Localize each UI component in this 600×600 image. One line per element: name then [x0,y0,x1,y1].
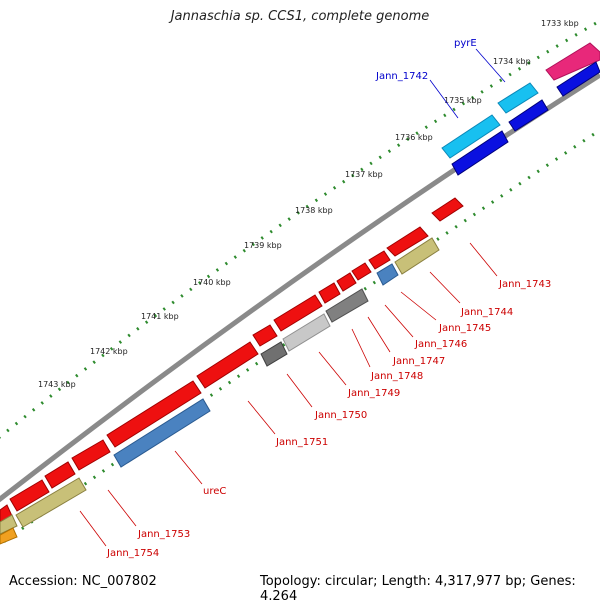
gene-feature-Jann_1745[interactable] [368,250,391,270]
gene-feature-Jann_1754[interactable] [9,479,50,512]
gene-feature-Jann_1742[interactable] [441,114,501,159]
gene-feature-blue-3[interactable] [451,130,509,176]
leader-Jann_1754 [79,510,107,547]
gene-label-Jann_1744[interactable]: Jann_1744 [460,307,513,318]
gene-label-Jann_1751[interactable]: Jann_1751 [275,437,328,448]
gene-feature-blue-1[interactable] [556,61,600,97]
genome-title: Jannaschia sp. CCS1, complete genome [170,9,430,24]
scale-label-1743: 1743 kbp [38,380,76,389]
gene-feature-grey-2[interactable] [282,313,331,352]
outer-scale-track [0,19,600,439]
gene-feature-pyrE[interactable] [497,82,539,114]
leader-Jann_1748 [351,328,371,368]
gene-label-Jann_1753[interactable]: Jann_1753 [137,529,190,540]
reverse-strand-features [0,61,600,545]
leader-pyrE [475,48,506,83]
gene-feature-Jann_1746[interactable] [351,262,372,281]
gene-label-pyrE[interactable]: pyrE [454,38,477,49]
leader-Jann_1751 [247,400,276,435]
gene-feature-Jann_1753-b[interactable] [44,461,76,489]
gene-feature-Jann_1748[interactable] [318,282,341,304]
gene-feature-Jann_1749[interactable] [273,294,323,332]
leader-Jann_1746 [384,304,414,338]
gene-feature-Jann_1744[interactable] [386,226,429,257]
scale-label-1738: 1738 kbp [295,206,333,215]
gene-label-Jann_1750[interactable]: Jann_1750 [314,410,367,421]
scale-label-1739: 1739 kbp [244,241,282,250]
gene-feature-olive-edge[interactable] [0,514,18,535]
gene-feature-ureC[interactable] [113,398,211,468]
gene-label-Jann_1754[interactable]: Jann_1754 [106,548,159,559]
leader-Jann_1744 [429,271,461,304]
gene-label-Jann_1748[interactable]: Jann_1748 [370,371,423,382]
leader-Jann_1749 [318,351,347,386]
scale-label-1733: 1733 kbp [541,19,579,28]
gene-feature-olive-2[interactable] [15,477,87,528]
scale-label-1735: 1735 kbp [444,96,482,105]
leader-Jann_1747 [367,316,391,353]
leader-Jann_1753 [107,489,137,527]
gene-label-Jann_1745[interactable]: Jann_1745 [438,323,491,334]
leader-Jann_1745 [400,291,437,321]
accession-text: Accession: NC_007802 [9,574,157,589]
scale-label-1740: 1740 kbp [193,278,231,287]
gene-feature-blue-2[interactable] [508,99,549,132]
genome-stats-text: Topology: circular; Length: 4,317,977 bp… [260,574,576,600]
gene-feature-Jann_1750[interactable] [252,324,278,347]
scale-label-1734: 1734 kbp [493,57,531,66]
gene-label-Jann_1743[interactable]: Jann_1743 [498,279,551,290]
scale-label-1736: 1736 kbp [395,133,433,142]
scale-label-1742: 1742 kbp [90,347,128,356]
leader-ureC [174,450,203,485]
gene-feature-ureC-partner[interactable] [106,380,202,448]
gene-label-Jann_1749[interactable]: Jann_1749 [347,388,400,399]
gene-feature-olive-1[interactable] [394,237,440,275]
gene-feature-steel-1[interactable] [376,263,399,286]
leader-Jann_1750 [286,373,313,408]
gene-feature-Jann_1747[interactable] [336,272,357,292]
forward-strand-features [0,42,600,523]
scale-label-1741: 1741 kbp [141,312,179,321]
leader-Jann_1743 [469,242,498,277]
gene-label-Jann_1746[interactable]: Jann_1746 [414,339,467,350]
gene-label-Jann_1742[interactable]: Jann_1742 [375,71,428,82]
gene-feature-Jann_1743[interactable] [431,197,464,222]
gene-feature-pyrE-region[interactable] [545,42,600,81]
leader-Jann_1742 [429,79,459,119]
gene-feature-grey-1[interactable] [325,288,369,323]
gene-feature-orange-edge[interactable] [0,527,18,545]
scale-label-1737: 1737 kbp [345,170,383,179]
gene-label-Jann_1747[interactable]: Jann_1747 [392,356,445,367]
gene-label-ureC[interactable]: ureC [203,486,226,497]
gene-feature-Jann_1753[interactable] [71,439,111,471]
gene-feature-Jann_1751[interactable] [196,341,259,389]
gene-feature-grey-3[interactable] [260,341,288,367]
